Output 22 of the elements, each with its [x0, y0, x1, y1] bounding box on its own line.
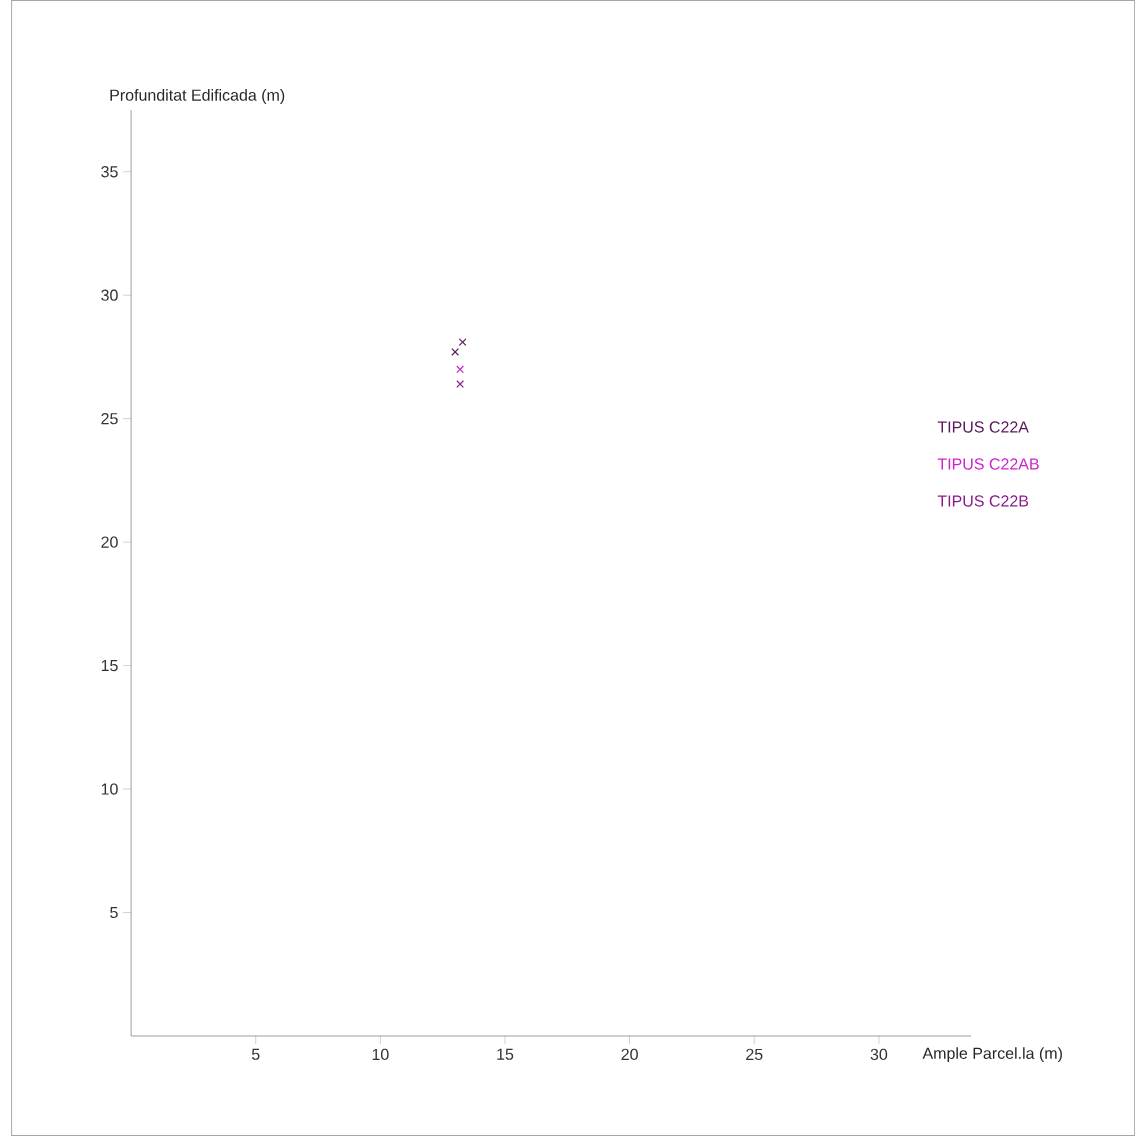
y-tick-label: 20	[101, 536, 118, 548]
point	[451, 348, 459, 356]
x-tick-label: 20	[621, 1048, 638, 1061]
text: TIPUS C22A	[937, 421, 1029, 433]
y-tick-label: 35	[101, 166, 118, 178]
x-tick-label: 30	[870, 1048, 888, 1061]
text: TIPUS C22AB	[937, 458, 1039, 470]
x-tick-label: 5	[251, 1048, 260, 1060]
y-tick-label: 15	[101, 660, 118, 672]
point	[456, 380, 464, 388]
point	[458, 338, 467, 347]
x-tick-label: 10	[372, 1048, 389, 1061]
y-tick-label: 30	[101, 289, 118, 301]
x-tick-label: 15	[497, 1048, 514, 1060]
point	[456, 365, 464, 374]
y-tick-label: 25	[101, 413, 118, 425]
y-tick-label: 10	[101, 783, 118, 795]
text: TIPUS C22B	[937, 495, 1029, 507]
y-axis-title: Profunditat Edificada (m)	[110, 89, 285, 104]
x-axis-title: Ample Parcel.la (m)	[922, 1047, 1062, 1063]
y-tick-label: 5	[110, 906, 118, 919]
x-tick-label: 25	[746, 1048, 763, 1061]
